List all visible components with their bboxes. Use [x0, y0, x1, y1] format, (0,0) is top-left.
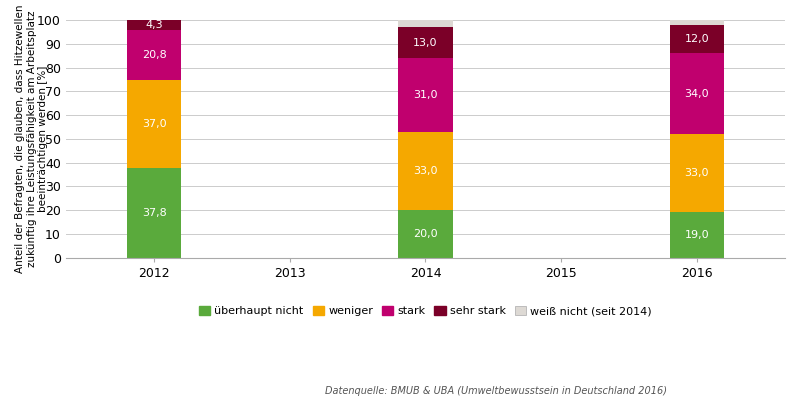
Bar	[398, 58, 453, 132]
Y-axis label: Anteil der Befragten, die glauben, dass Hitzewellen
zukünftig ihre Leistungsfähi: Anteil der Befragten, die glauben, dass …	[15, 4, 48, 273]
Bar	[398, 20, 453, 27]
Text: 37,0: 37,0	[142, 119, 166, 129]
Bar	[398, 210, 453, 258]
Text: 20,8: 20,8	[142, 50, 166, 60]
Text: 20,0: 20,0	[413, 229, 438, 239]
Text: 19,0: 19,0	[685, 230, 709, 240]
Legend: überhaupt nicht, weniger, stark, sehr stark, weiß nicht (seit 2014): überhaupt nicht, weniger, stark, sehr st…	[199, 306, 652, 316]
Bar	[398, 132, 453, 210]
Text: 12,0: 12,0	[685, 34, 709, 44]
Bar	[670, 20, 724, 25]
Bar	[670, 25, 724, 53]
Bar	[127, 20, 182, 30]
Text: Datenquelle: BMUB & UBA (Umweltbewusstsein in Deutschland 2016): Datenquelle: BMUB & UBA (Umweltbewusstse…	[325, 386, 667, 396]
Text: 33,0: 33,0	[685, 168, 709, 178]
Bar	[127, 80, 182, 168]
Text: 4,3: 4,3	[146, 20, 163, 30]
Bar	[670, 212, 724, 258]
Bar	[670, 53, 724, 134]
Text: 13,0: 13,0	[413, 38, 438, 48]
Bar	[398, 27, 453, 58]
Bar	[670, 134, 724, 212]
Text: 37,8: 37,8	[142, 208, 166, 218]
Text: 34,0: 34,0	[685, 89, 709, 99]
Text: 31,0: 31,0	[413, 90, 438, 100]
Bar	[127, 30, 182, 80]
Text: 33,0: 33,0	[413, 166, 438, 176]
Bar	[127, 168, 182, 258]
